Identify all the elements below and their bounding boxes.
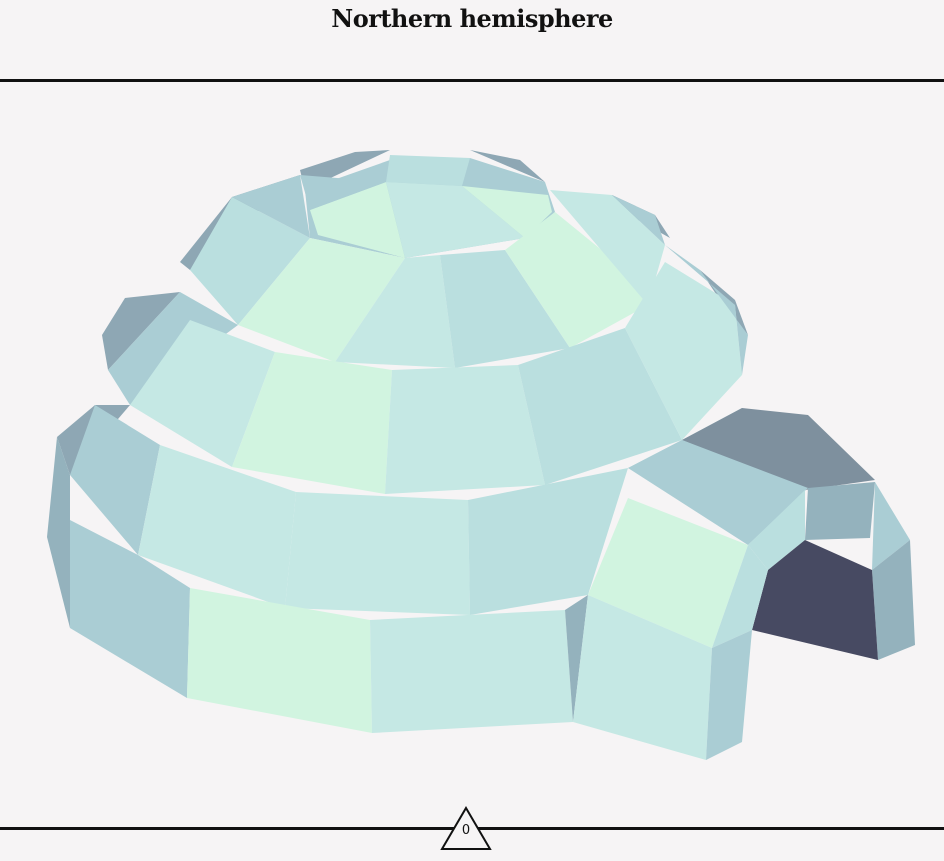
igloo-cap: [300, 155, 555, 258]
igloo-ring-base: [47, 437, 588, 733]
triangle-icon: [440, 806, 492, 850]
igloo-ring-middle: [108, 245, 748, 494]
page-title: Northern hemisphere: [331, 4, 613, 33]
counter-value: 0: [461, 823, 471, 838]
igloo-tunnel: [573, 408, 915, 760]
igloo-ring-upper: [190, 175, 665, 368]
top-divider: [0, 79, 944, 82]
counter-badge[interactable]: 0: [440, 805, 492, 851]
